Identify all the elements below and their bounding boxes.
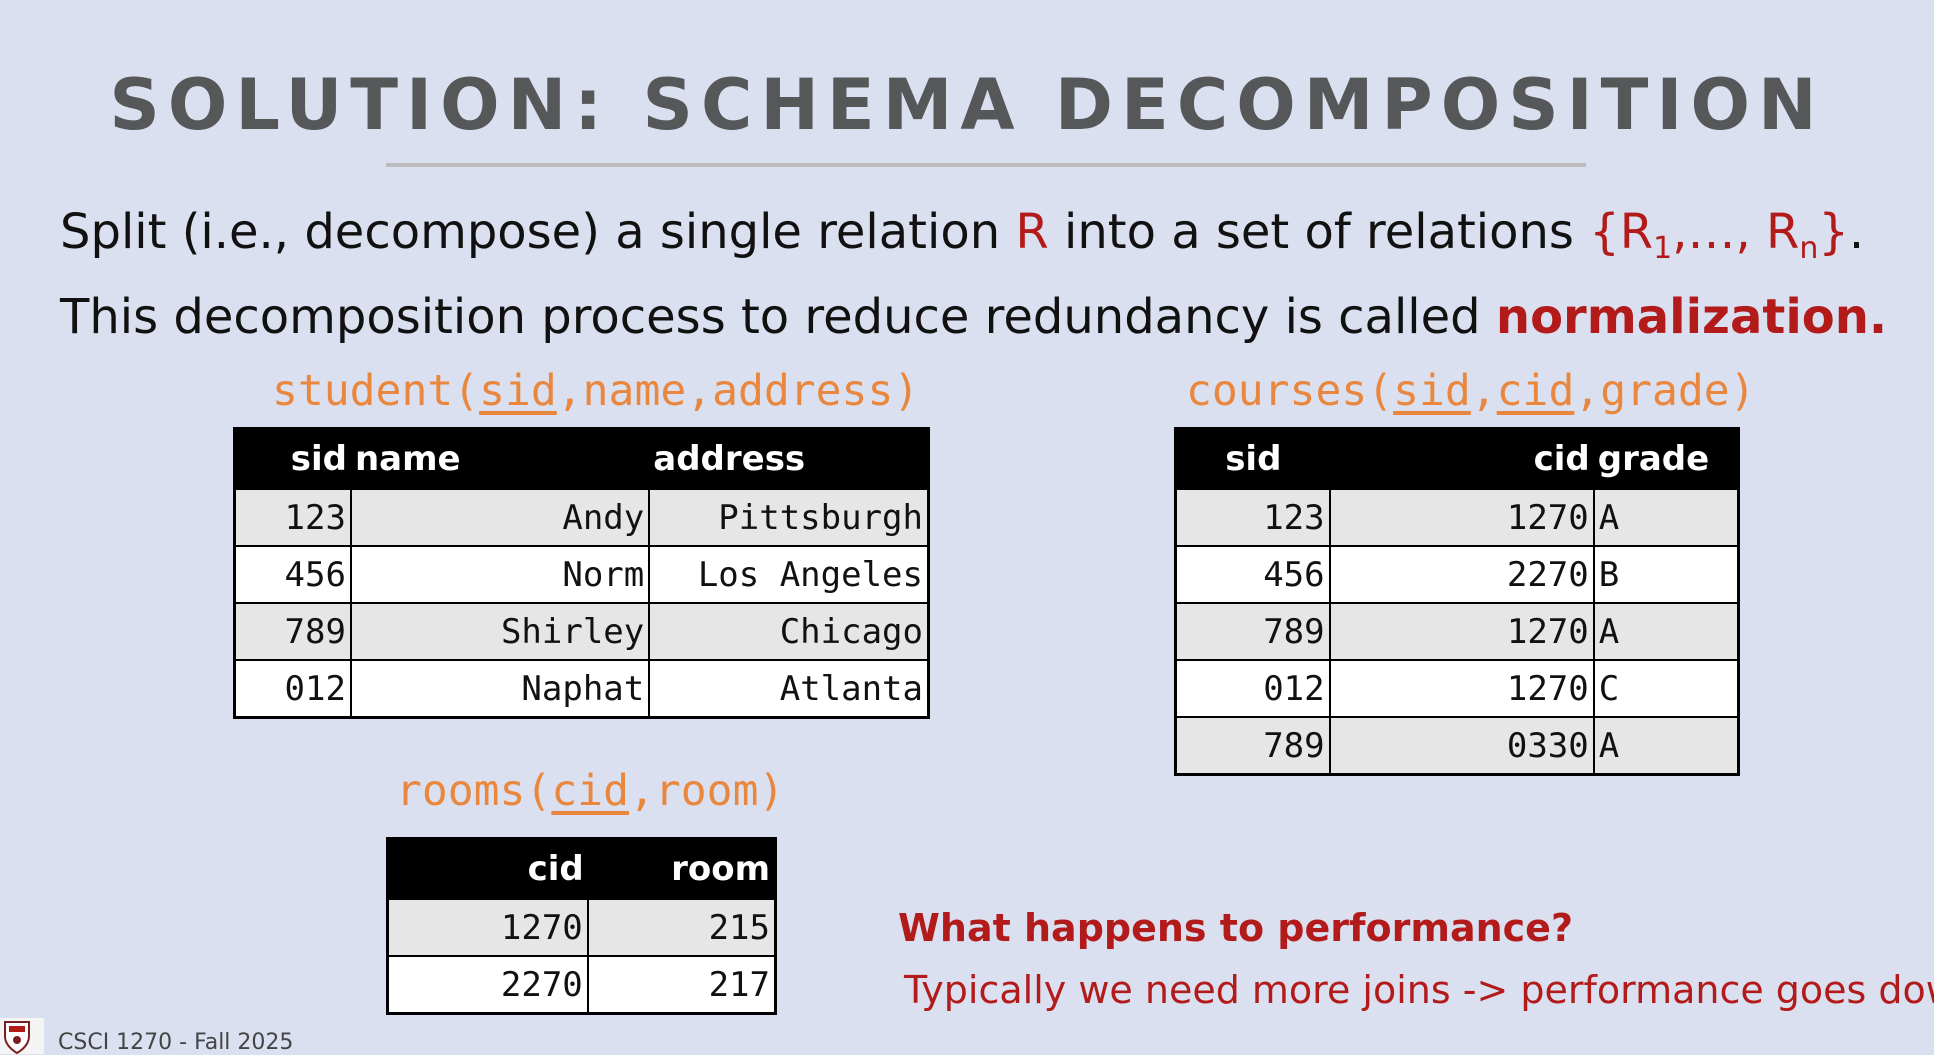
table-cell: Chicago [648, 602, 930, 661]
column-header: grade [1593, 428, 1739, 489]
slide-title: SOLUTION: SCHEMA DECOMPOSITION [109, 64, 1825, 146]
table-cell: C [1592, 659, 1740, 718]
performance-question: What happens to performance? [898, 906, 1574, 950]
performance-answer: Typically we need more joins -> performa… [904, 968, 1934, 1012]
intro-line-1: Split (i.e., decompose) a single relatio… [60, 204, 1865, 266]
table-cell: 1270 [1328, 488, 1595, 547]
table-cell: 1270 [1328, 659, 1595, 718]
table-cell: 0330 [1328, 716, 1595, 776]
table-cell: 2270 [386, 955, 589, 1015]
table-cell: 789 [1174, 602, 1331, 661]
university-shield-icon [0, 1018, 44, 1054]
student-schema: student(sid,name,address) [272, 366, 920, 416]
table-row: 789 Shirley Chicago [233, 602, 930, 661]
table-cell: 1270 [386, 898, 589, 957]
table-cell: A [1592, 602, 1740, 661]
table-cell: 456 [233, 545, 352, 604]
table-cell: 123 [233, 488, 352, 547]
table-cell: 215 [586, 898, 777, 957]
table-cell: Los Angeles [648, 545, 930, 604]
table-row: 123 Andy Pittsburgh [233, 488, 930, 547]
column-header: address [649, 428, 929, 489]
table-cell: Atlanta [648, 659, 930, 719]
table-cell: 012 [1174, 659, 1331, 718]
title-divider [386, 163, 1586, 167]
table-cell: 1270 [1328, 602, 1595, 661]
table-cell: 789 [1174, 716, 1331, 776]
table-row: 012 1270 C [1174, 659, 1740, 718]
table-cell: Andy [349, 488, 651, 547]
table-row: 789 1270 A [1174, 602, 1740, 661]
table-cell: A [1592, 488, 1740, 547]
table-row: 012 Naphat Atlanta [233, 659, 930, 719]
rooms-schema: rooms(cid,room) [396, 766, 785, 816]
student-table: sid name address 123 Andy Pittsburgh 456 Nor… [233, 427, 930, 719]
table-cell: B [1592, 545, 1740, 604]
footer-course: CSCI 1270 - Fall 2025 [58, 1030, 294, 1055]
courses-table: sid cid grade 123 1270 A 456 2270 B 789 1270 A 01… [1174, 427, 1740, 776]
table-row: 123 1270 A [1174, 488, 1740, 547]
table-cell: Naphat [349, 659, 651, 719]
table-header-row: cid room [387, 838, 776, 899]
relation-set: {R1,…, Rn} [1589, 204, 1849, 266]
table-row: 456 Norm Los Angeles [233, 545, 930, 604]
normalization-term: normalization. [1495, 289, 1888, 345]
table-cell: Shirley [349, 602, 651, 661]
column-header: name [350, 428, 650, 489]
courses-schema: courses(sid,cid,grade) [1186, 366, 1756, 416]
table-cell: 217 [586, 955, 777, 1015]
table-header-row: sid name address [234, 428, 929, 489]
column-header: room [587, 838, 776, 899]
table-cell: Pittsburgh [648, 488, 930, 547]
table-row: 456 2270 B [1174, 545, 1740, 604]
column-header: sid [234, 428, 351, 489]
table-cell: 123 [1174, 488, 1331, 547]
column-header: sid [1175, 428, 1330, 489]
intro-line-2: This decomposition process to reduce red… [60, 289, 1888, 345]
table-row: 789 0330 A [1174, 716, 1740, 776]
table-cell: 789 [233, 602, 352, 661]
table-cell: 012 [233, 659, 352, 719]
table-cell: Norm [349, 545, 651, 604]
intro-text: Split (i.e., decompose) a single relatio… [60, 198, 1887, 351]
column-header: cid [387, 838, 588, 899]
table-cell: 2270 [1328, 545, 1595, 604]
table-cell: 456 [1174, 545, 1331, 604]
relation-r: R [1015, 204, 1049, 260]
column-header: cid [1329, 428, 1594, 489]
rooms-table: cid room 1270 215 2270 217 [386, 837, 777, 1015]
table-row: 2270 217 [386, 955, 777, 1015]
table-cell: A [1592, 716, 1740, 776]
table-header-row: sid cid grade [1175, 428, 1739, 489]
table-row: 1270 215 [386, 898, 777, 957]
